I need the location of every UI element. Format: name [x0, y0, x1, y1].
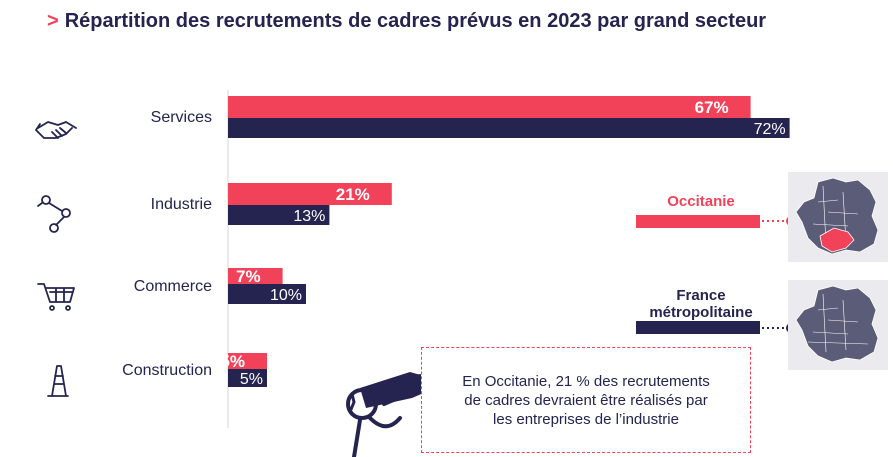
category-label: Services [151, 109, 212, 126]
data-label-occitanie: 7% [236, 267, 261, 286]
chevron-right-icon: > [47, 10, 59, 32]
cone-icon [47, 365, 69, 397]
data-label-occitanie: 5% [220, 352, 245, 371]
bar-occitanie-industrie [228, 183, 392, 205]
legend-france-swatch [636, 321, 760, 334]
bar-france-services [228, 118, 790, 138]
category-label: Commerce [134, 278, 212, 295]
network-icon [37, 195, 71, 233]
legend-france-line2: métropolitaine [649, 304, 753, 321]
data-label-occitanie: 21% [336, 185, 370, 204]
map-france-icon [788, 280, 888, 370]
bar-occitanie-construction [228, 353, 267, 369]
chart-title: Répartition des recrutements de cadres p… [64, 10, 767, 32]
map-occitanie-icon [788, 172, 888, 262]
bar-occitanie-commerce [228, 268, 283, 284]
bar-france-construction [228, 369, 267, 387]
bar-occitanie-services [228, 96, 751, 118]
note-line-1: En Occitanie, 21 % des recrutements [462, 373, 710, 390]
data-label-france: 10% [270, 287, 302, 304]
legend-occitanie-swatch [636, 215, 760, 228]
data-label-france: 72% [754, 121, 786, 138]
legend-occitanie-label: Occitanie [667, 193, 735, 210]
category-label: Construction [122, 362, 212, 379]
cart-icon [37, 283, 75, 311]
data-label-france: 13% [293, 208, 325, 225]
data-label-france: 5% [240, 371, 263, 388]
binoculars-person-icon [346, 372, 426, 457]
data-label-occitanie: 67% [695, 98, 729, 117]
handshake-icon [35, 121, 77, 139]
note-line-2: de cadres devraient être réalisés par [464, 392, 708, 409]
category-label: Industrie [151, 196, 212, 213]
note-box: En Occitanie, 21 % des recrutements de c… [421, 347, 751, 453]
note-line-3: les entreprises de l’industrie [493, 411, 679, 428]
page-title: > Répartition des recrutements de cadres … [47, 10, 766, 33]
legend-france-line1: France [676, 287, 726, 304]
bar-france-commerce [228, 284, 306, 304]
legend-france-label: France métropolitaine [636, 287, 766, 321]
bar-france-industrie [228, 205, 330, 225]
